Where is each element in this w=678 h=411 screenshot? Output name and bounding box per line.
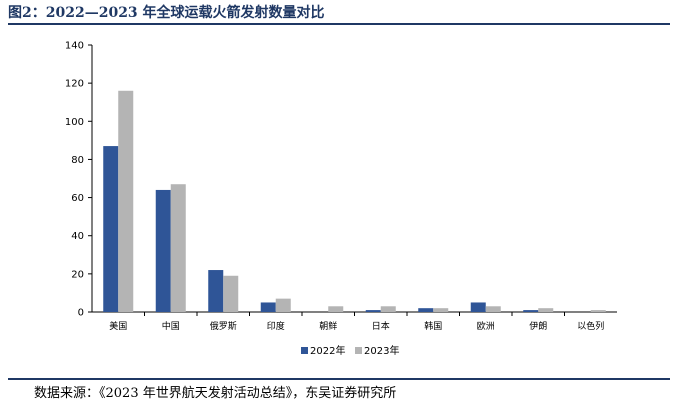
x-category-label: 以色列	[577, 320, 604, 332]
bar-2022-2	[208, 270, 224, 312]
x-category-label: 俄罗斯	[210, 320, 237, 332]
bar-2023-5	[380, 306, 396, 312]
bar-2022-5	[365, 310, 381, 312]
bar-2023-6	[433, 308, 449, 312]
chart-axes: 0 20 40 60 80 100 120 140	[65, 41, 617, 319]
x-category-label: 日本	[372, 320, 390, 332]
legend-swatch-2022	[301, 347, 308, 354]
x-category-label: 伊朗	[529, 320, 547, 332]
y-tick-label: 40	[71, 231, 84, 242]
x-category-label: 韩国	[424, 320, 442, 332]
legend-label: 2022年	[310, 344, 345, 357]
bar-2023-9	[590, 310, 606, 312]
x-category-label: 印度	[267, 320, 285, 332]
y-tick-label: 120	[65, 79, 84, 90]
y-tick-label: 100	[65, 117, 84, 128]
bar-2022-7	[470, 302, 486, 312]
data-source-note: 数据来源：《2023 年世界航天发射活动总结》，东吴证券研究所	[34, 386, 397, 401]
y-tick-label: 140	[65, 41, 84, 52]
y-tick-label: 60	[71, 193, 84, 204]
category-labels: 美国 中国 俄罗斯 印度 朝鲜 日本 韩国 欧洲 伊朗 以色列	[109, 320, 604, 332]
top-rule	[8, 23, 670, 25]
chart-legend: 2022年 2023年	[301, 344, 399, 357]
bar-chart: 0 20 40 60 80 100 120 140 美国 中国 俄罗斯 印度 朝鲜 日本 韩国 欧洲 伊朗 以色…	[65, 41, 617, 357]
bar-2023-7	[485, 306, 501, 312]
bottom-rule	[8, 378, 670, 380]
y-tick-label: 20	[71, 269, 84, 280]
bar-2022-1	[155, 189, 171, 312]
bar-2023-4	[328, 306, 344, 312]
bar-2023-3	[275, 298, 291, 312]
x-category-label: 中国	[162, 320, 180, 332]
legend-swatch-2023	[355, 347, 362, 354]
bar-2022-0	[103, 146, 119, 312]
bar-2022-6	[418, 308, 434, 312]
bar-2023-8	[538, 308, 554, 312]
x-category-label: 朝鲜	[319, 320, 337, 332]
bar-2023-0	[118, 90, 134, 313]
y-tick-label: 80	[71, 155, 84, 166]
bar-2022-3	[260, 302, 276, 312]
x-category-label: 美国	[109, 320, 127, 332]
chart-bars	[103, 90, 606, 313]
x-category-label: 欧洲	[477, 320, 495, 332]
chart-title: 图2：2022—2023 年全球运载火箭发射数量对比	[8, 5, 325, 21]
bar-2023-1	[170, 184, 186, 312]
y-tick-label: 0	[78, 308, 84, 319]
bar-2023-2	[223, 275, 239, 312]
legend-label: 2023年	[364, 344, 399, 357]
bar-2022-8	[523, 310, 539, 312]
